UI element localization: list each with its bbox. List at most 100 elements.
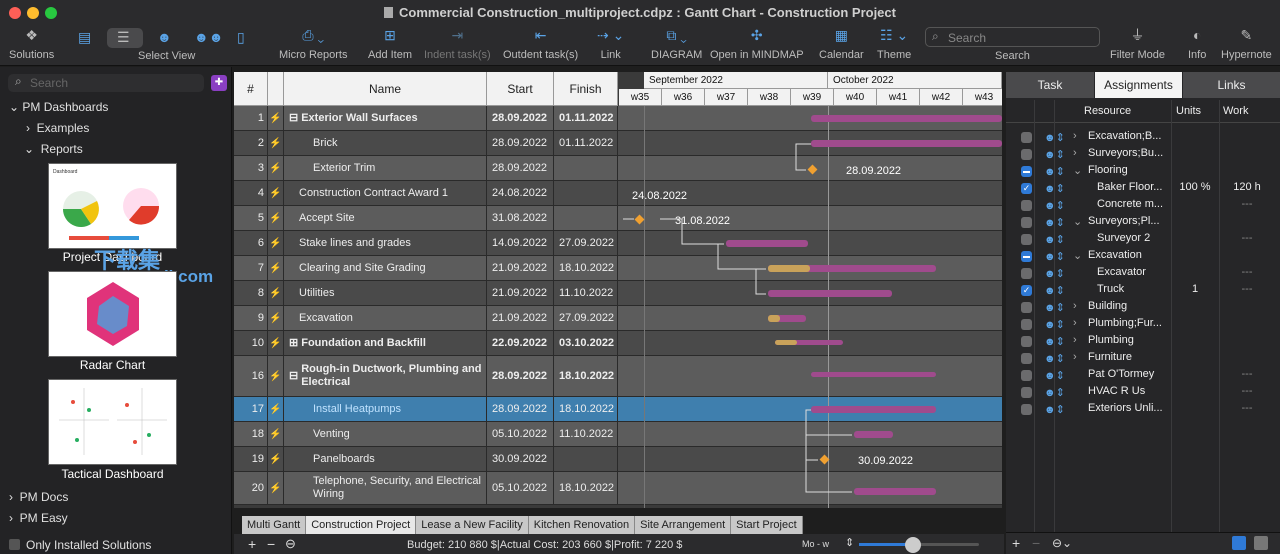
collapse-toggle-icon[interactable]: ⊟ — [289, 111, 299, 124]
task-name-cell[interactable]: ⊞ Foundation and Backfill — [284, 331, 487, 355]
start-cell[interactable]: 05.10.2022 — [487, 422, 554, 446]
collapse-toggle-icon[interactable]: ⊟ — [289, 369, 299, 382]
work-cell[interactable]: --- — [1241, 198, 1253, 210]
tactical-dashboard-thumbnail[interactable] — [48, 379, 177, 465]
work-cell[interactable]: 120 h — [1233, 181, 1261, 193]
outdent-tasks-button[interactable]: ⇤ Outdent task(s) — [503, 27, 579, 61]
task-name-cell[interactable]: Exterior Trim — [284, 156, 487, 180]
task-name-cell[interactable]: Accept Site — [284, 206, 487, 230]
table-view-icon[interactable] — [1254, 536, 1268, 550]
task-name-cell[interactable]: Install Heatpumps — [284, 397, 487, 421]
finish-cell[interactable]: 27.09.2022 — [554, 306, 618, 330]
checkbox[interactable] — [1021, 149, 1032, 160]
gantt-bar-9[interactable] — [768, 315, 806, 322]
checkbox[interactable] — [1021, 404, 1032, 415]
assignment-row[interactable]: ☻⇕⌄Flooring — [1014, 163, 1278, 180]
assignment-row[interactable]: ☻⇕›Excavation;B... — [1014, 129, 1278, 146]
view-gantt-icon[interactable]: ☰ — [117, 29, 130, 45]
theme-button[interactable]: ☷ ⌄ Theme — [877, 27, 912, 61]
gantt-bar-8[interactable] — [768, 290, 892, 297]
gantt-bar-6[interactable] — [726, 240, 808, 247]
finish-cell[interactable]: 01.11.2022 — [554, 131, 618, 155]
finish-cell[interactable]: 01.11.2022 — [554, 106, 618, 130]
puzzle-icon[interactable]: ✚ — [211, 75, 227, 91]
zoom-slider-thumb[interactable] — [905, 537, 921, 553]
expand-chevron-icon[interactable]: › — [1073, 130, 1077, 142]
view-document-icon[interactable]: ▯ — [237, 29, 245, 45]
remove-assignment-icon[interactable]: − — [1032, 535, 1041, 551]
task-name-cell[interactable]: Stake lines and grades — [284, 231, 487, 255]
header-finish[interactable]: Finish — [554, 72, 618, 106]
gantt-bar-7[interactable] — [768, 265, 936, 272]
header-work[interactable]: Work — [1223, 105, 1249, 117]
work-cell[interactable]: --- — [1241, 266, 1253, 278]
checkbox[interactable] — [1021, 353, 1032, 364]
checkbox-partial-icon[interactable] — [1021, 251, 1032, 262]
solutions-button[interactable]: ❖ Solutions — [9, 27, 55, 61]
finish-cell[interactable] — [554, 156, 618, 180]
start-cell[interactable]: 21.09.2022 — [487, 256, 554, 280]
assignment-row[interactable]: ☻⇕Pat O'Tormey--- — [1014, 367, 1278, 384]
view-mindmap-icon[interactable]: ▤ — [78, 29, 92, 45]
tab-construction-project[interactable]: Construction Project — [306, 516, 417, 534]
start-cell[interactable]: 28.09.2022 — [487, 397, 554, 421]
checkbox[interactable] — [1021, 234, 1032, 245]
units-cell[interactable]: 1 — [1191, 283, 1199, 295]
zoom-window-button[interactable] — [45, 7, 57, 19]
minimize-window-button[interactable] — [27, 7, 39, 19]
work-cell[interactable]: --- — [1241, 368, 1253, 380]
close-window-button[interactable] — [9, 7, 21, 19]
add-assignment-icon[interactable]: + — [1012, 535, 1021, 551]
header-start[interactable]: Start — [487, 72, 554, 106]
table-row[interactable]: 6 ⚡ Stake lines and grades 14.09.2022 27.09.… — [234, 231, 1002, 256]
table-row[interactable]: 19 ⚡ Panelboards 30.09.2022 — [234, 447, 1002, 472]
checkbox[interactable] — [1021, 370, 1032, 381]
finish-cell[interactable] — [554, 447, 618, 471]
task-name-cell[interactable]: Clearing and Site Grading — [284, 256, 487, 280]
finish-cell[interactable]: 18.10.2022 — [554, 356, 618, 396]
gantt-bar-2[interactable] — [811, 140, 1002, 147]
tab-assignments[interactable]: Assignments — [1095, 72, 1182, 98]
assignment-row[interactable]: ☻⇕Concrete m...--- — [1014, 197, 1278, 214]
start-cell[interactable]: 05.10.2022 — [487, 472, 554, 504]
expand-chevron-icon[interactable]: › — [1073, 334, 1077, 346]
sidebar-search-input[interactable]: Search — [8, 74, 204, 92]
tree-reports[interactable]: ⌄ Reports — [24, 142, 83, 156]
tree-pm-dashboards[interactable]: ⌄ PM Dashboards — [9, 100, 109, 114]
finish-cell[interactable] — [554, 206, 618, 230]
finish-cell[interactable]: 11.10.2022 — [554, 422, 618, 446]
tab-kitchen-renovation[interactable]: Kitchen Renovation — [528, 516, 636, 534]
table-row[interactable]: 9 ⚡ Excavation 21.09.2022 27.09.2022 — [234, 306, 1002, 331]
diagram-button[interactable]: ⧉ ⌄ DIAGRAM — [651, 27, 703, 61]
radar-chart-thumbnail[interactable] — [48, 271, 177, 357]
header-icons[interactable] — [268, 72, 284, 106]
grid-view-icon[interactable] — [1232, 536, 1246, 550]
work-cell[interactable]: --- — [1241, 283, 1253, 295]
finish-cell[interactable]: 18.10.2022 — [554, 397, 618, 421]
checkbox-checked-icon[interactable]: ✓ — [1021, 183, 1032, 194]
calendar-button[interactable]: ▦ Calendar — [819, 27, 864, 61]
task-name-cell[interactable]: ⊟ Rough-in Ductwork, Plumbing and Electri… — [284, 356, 487, 396]
task-name-cell[interactable]: Venting — [284, 422, 487, 446]
task-name-cell[interactable]: ⊟ Exterior Wall Surfaces — [284, 106, 487, 130]
tree-examples[interactable]: › Examples — [26, 121, 90, 135]
checkbox[interactable] — [1021, 217, 1032, 228]
table-row[interactable]: 7 ⚡ Clearing and Site Grading 21.09.2022 18.… — [234, 256, 1002, 281]
task-name-cell[interactable]: Brick — [284, 131, 487, 155]
work-cell[interactable]: --- — [1241, 385, 1253, 397]
work-cell[interactable]: --- — [1241, 402, 1253, 414]
header-name[interactable]: Name — [284, 72, 487, 106]
expand-chevron-icon[interactable]: › — [1073, 317, 1077, 329]
assignment-options-icon[interactable]: ⊖⌄ — [1052, 536, 1073, 550]
start-cell[interactable]: 31.08.2022 — [487, 206, 554, 230]
start-cell[interactable]: 28.09.2022 — [487, 106, 554, 130]
start-cell[interactable]: 28.09.2022 — [487, 131, 554, 155]
assignment-row[interactable]: ✓☻⇕Baker Floor...100 %120 h — [1014, 180, 1278, 197]
hypernote-button[interactable]: ✎ Hypernote — [1221, 27, 1272, 61]
gantt-bar-1[interactable] — [811, 115, 1002, 122]
start-cell[interactable]: 28.09.2022 — [487, 356, 554, 396]
finish-cell[interactable]: 18.10.2022 — [554, 256, 618, 280]
header-num[interactable]: # — [234, 72, 268, 106]
collapse-toggle-icon[interactable]: ⊞ — [289, 336, 299, 349]
